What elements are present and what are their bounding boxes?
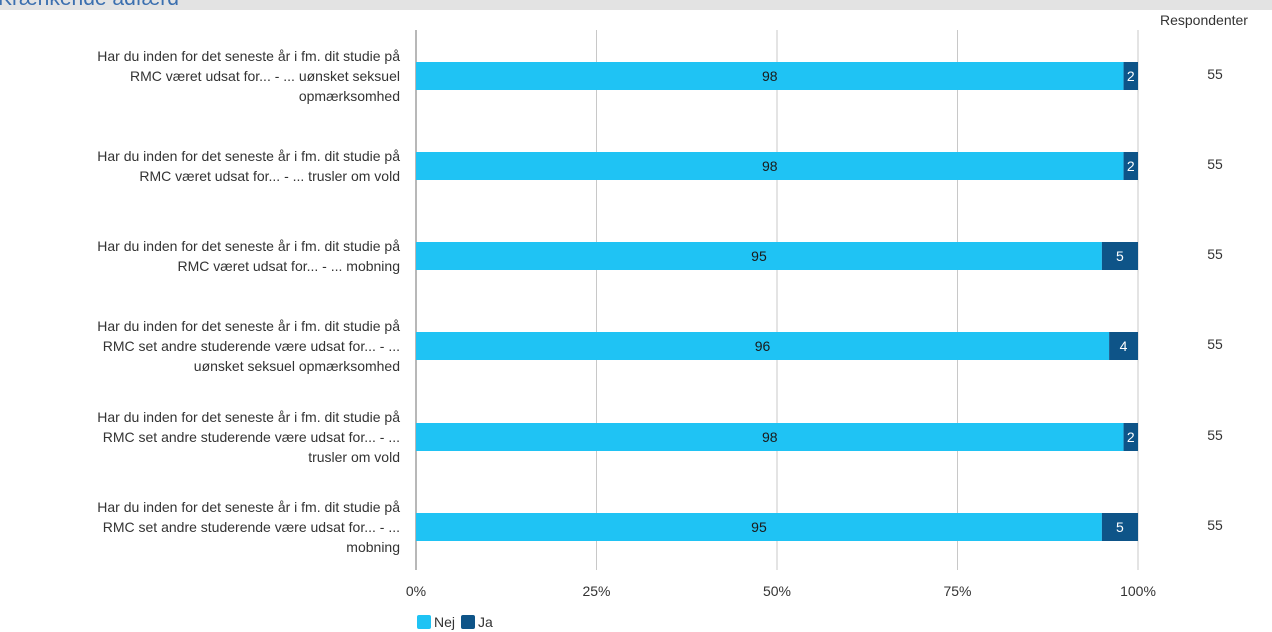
bar-segment-ja	[1123, 62, 1138, 90]
data-label: 96	[755, 338, 771, 354]
category-label-line: RMC været udsat for... - ... mobning	[177, 258, 400, 274]
category-label-line: mobning	[346, 539, 400, 555]
data-label: 98	[762, 68, 778, 84]
x-tick-label: 75%	[943, 583, 971, 599]
bar-segment-ja	[1123, 423, 1138, 451]
x-tick-label: 0%	[406, 583, 426, 599]
bar-segment-nej	[416, 62, 1124, 90]
legend: Nej Ja	[417, 613, 493, 631]
category-label-line: RMC været udsat for... - ... uønsket sek…	[130, 68, 400, 84]
category-label-line: Har du inden for det seneste år i fm. di…	[97, 318, 400, 334]
bar-segment-ja	[1101, 513, 1138, 541]
category-label: Har du inden for det seneste år i fm. di…	[4, 316, 400, 376]
category-label-line: Har du inden for det seneste år i fm. di…	[97, 238, 400, 254]
data-label: 4	[1120, 338, 1128, 354]
x-tick-label: 50%	[763, 583, 791, 599]
category-label-line: uønsket seksuel opmærksomhed	[193, 358, 400, 374]
category-label-line: Har du inden for det seneste år i fm. di…	[97, 148, 400, 164]
legend-swatch	[417, 615, 431, 629]
data-label: 5	[1116, 519, 1124, 535]
respondents-value: 55	[1207, 156, 1223, 172]
respondents-value: 55	[1207, 246, 1223, 262]
data-label: 98	[762, 158, 778, 174]
data-label: 2	[1127, 68, 1135, 84]
category-label-line: RMC set andre studerende være udsat for.…	[102, 519, 400, 535]
category-label-line: Har du inden for det seneste år i fm. di…	[97, 48, 400, 64]
x-tick-label: 100%	[1120, 583, 1156, 599]
category-label-line: opmærksomhed	[298, 88, 400, 104]
bar-segment-nej	[416, 242, 1102, 270]
category-label-line: RMC set andre studerende være udsat for.…	[102, 429, 400, 445]
data-label: 98	[762, 429, 778, 445]
data-label: 5	[1116, 248, 1124, 264]
page-title: Krænkende adfærd	[0, 0, 179, 9]
respondents-value: 55	[1207, 517, 1223, 533]
legend-item-nej: Nej	[417, 614, 455, 630]
legend-label: Nej	[434, 614, 456, 630]
category-label: Har du inden for det seneste år i fm. di…	[4, 146, 400, 186]
respondents-value: 55	[1207, 336, 1223, 352]
data-label: 2	[1127, 429, 1135, 445]
bar-segment-ja	[1109, 332, 1138, 360]
legend-item-ja: Ja	[461, 614, 493, 630]
bar-segment-nej	[416, 152, 1124, 180]
legend-swatch	[461, 615, 476, 629]
category-label-line: trusler om vold	[308, 449, 400, 465]
title-bar: Krænkende adfærd	[0, 0, 1272, 10]
category-label-line: RMC set andre studerende være udsat for.…	[102, 338, 400, 354]
bar-segment-ja	[1123, 152, 1138, 180]
bar-segment-nej	[416, 423, 1124, 451]
category-label: Har du inden for det seneste år i fm. di…	[4, 407, 400, 467]
category-label-line: RMC været udsat for... - ... trusler om …	[139, 168, 400, 184]
data-label: 2	[1127, 158, 1135, 174]
category-label: Har du inden for det seneste år i fm. di…	[4, 236, 400, 276]
respondents-value: 55	[1207, 66, 1223, 82]
data-label: 95	[751, 519, 767, 535]
category-label-line: Har du inden for det seneste år i fm. di…	[97, 499, 400, 515]
respondents-header: Respondenter	[1160, 12, 1248, 28]
bar-segment-nej	[416, 513, 1102, 541]
bar-segment-nej	[416, 332, 1110, 360]
category-label-line: Har du inden for det seneste år i fm. di…	[97, 409, 400, 425]
category-label: Har du inden for det seneste år i fm. di…	[4, 46, 400, 106]
data-label: 95	[751, 248, 767, 264]
legend-label: Ja	[478, 614, 493, 630]
x-tick-label: 25%	[582, 583, 610, 599]
category-label: Har du inden for det seneste år i fm. di…	[4, 497, 400, 557]
respondents-value: 55	[1207, 427, 1223, 443]
bar-segment-ja	[1101, 242, 1138, 270]
